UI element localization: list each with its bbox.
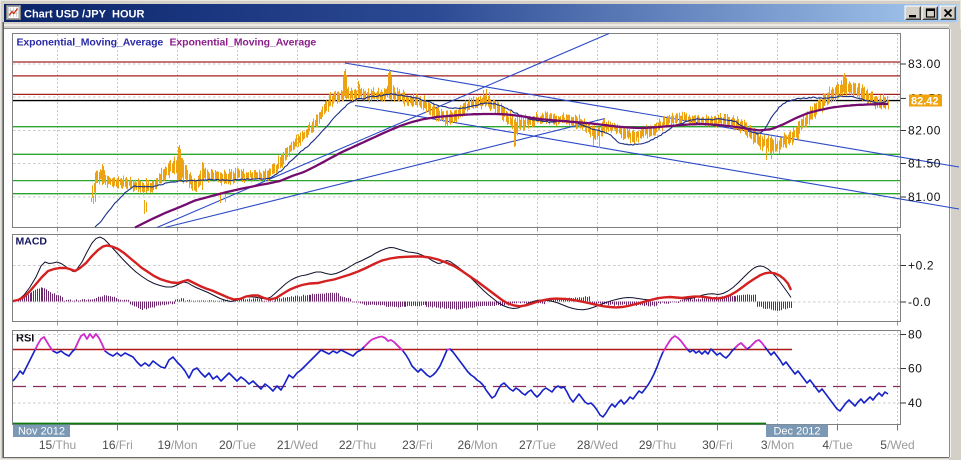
svg-text:60: 60 bbox=[908, 362, 923, 376]
svg-text:23/Fri: 23/Fri bbox=[402, 438, 433, 452]
svg-text:RSI: RSI bbox=[16, 333, 34, 345]
svg-text:22/Thu: 22/Thu bbox=[339, 438, 376, 452]
svg-text:21/Wed: 21/Wed bbox=[277, 438, 318, 452]
svg-text:83.00: 83.00 bbox=[908, 57, 941, 71]
svg-text:MACD: MACD bbox=[16, 236, 48, 248]
svg-text:27/Tue: 27/Tue bbox=[519, 438, 556, 452]
svg-text:-0.0: -0.0 bbox=[908, 295, 931, 309]
svg-text:29/Thu: 29/Thu bbox=[639, 438, 676, 452]
svg-text:5/Wed: 5/Wed bbox=[880, 438, 914, 452]
svg-text:40: 40 bbox=[908, 396, 923, 410]
svg-text:81.00: 81.00 bbox=[908, 190, 941, 204]
svg-text:82.00: 82.00 bbox=[908, 124, 941, 138]
svg-text:26/Mon: 26/Mon bbox=[457, 438, 497, 452]
svg-text:+0.2: +0.2 bbox=[908, 259, 934, 273]
svg-text:30/Fri: 30/Fri bbox=[702, 438, 733, 452]
svg-text:3/Mon: 3/Mon bbox=[761, 438, 794, 452]
svg-text:Chart USD /JPY HOUR: Chart USD /JPY HOUR bbox=[24, 8, 144, 20]
svg-text:82.42: 82.42 bbox=[911, 95, 939, 107]
svg-text:Exponential_Moving_Average: Exponential_Moving_Average bbox=[17, 36, 164, 48]
svg-text:Dec 2012: Dec 2012 bbox=[773, 426, 820, 438]
svg-text:4/Tue: 4/Tue bbox=[822, 438, 853, 452]
svg-text:19/Mon: 19/Mon bbox=[157, 438, 197, 452]
svg-text:Exponential_Moving_Average: Exponential_Moving_Average bbox=[170, 36, 317, 48]
svg-text:Nov 2012: Nov 2012 bbox=[18, 426, 65, 438]
svg-text:80: 80 bbox=[908, 328, 923, 342]
svg-text:16/Fri: 16/Fri bbox=[102, 438, 133, 452]
svg-text:15/Thu: 15/Thu bbox=[39, 438, 76, 452]
svg-text:28/Wed: 28/Wed bbox=[577, 438, 618, 452]
svg-text:20/Tue: 20/Tue bbox=[219, 438, 256, 452]
svg-text:81.50: 81.50 bbox=[908, 157, 941, 171]
